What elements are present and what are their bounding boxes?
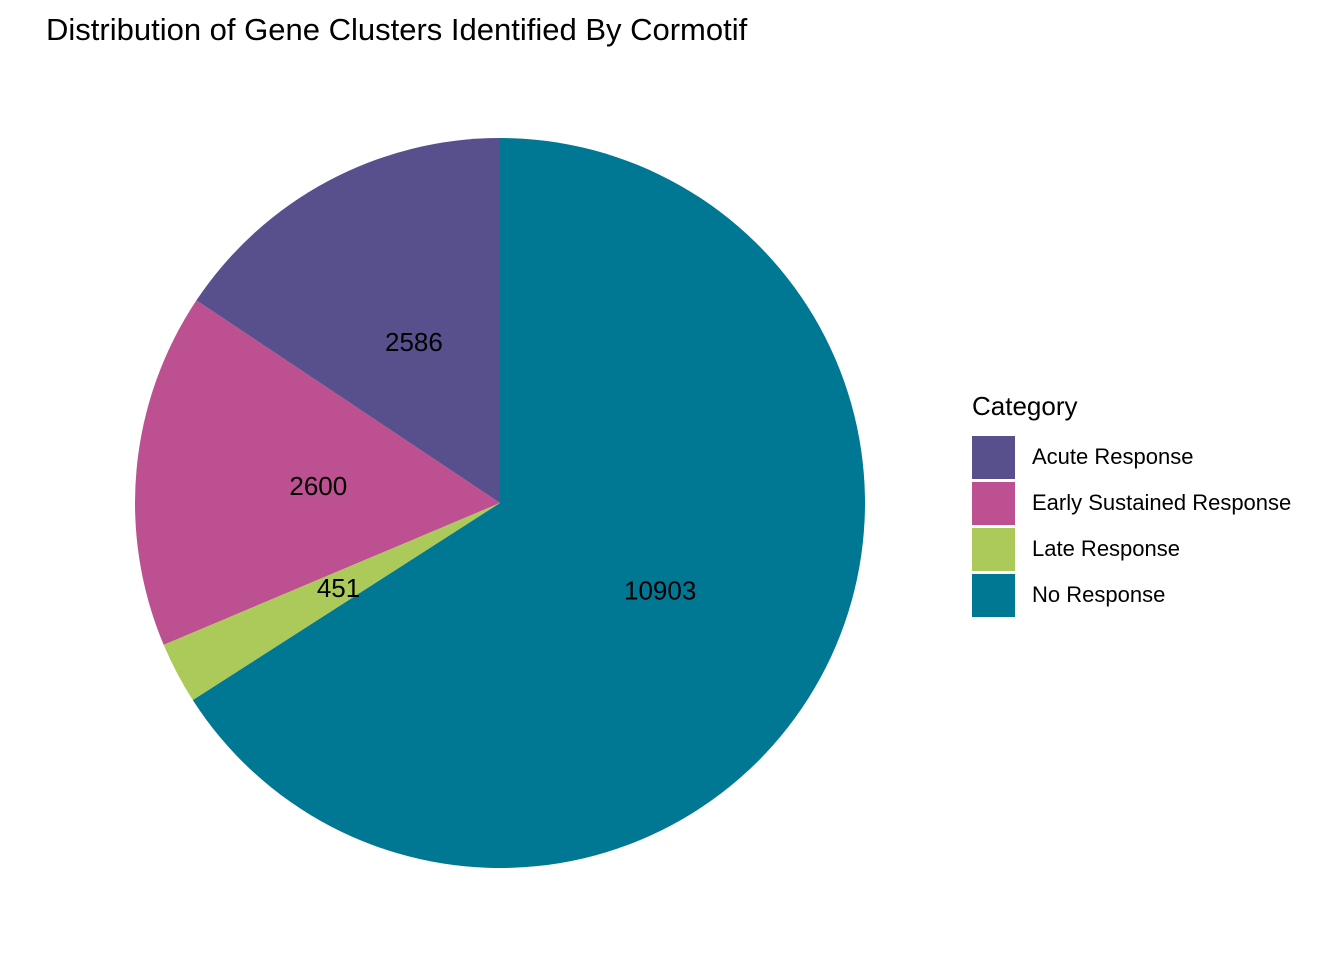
legend: Category Acute Response Early Sustained R… [972,388,1291,618]
pie-slice-acute-response [196,138,500,503]
legend-swatch [972,435,1015,479]
pie-slice-late-response [163,503,500,701]
legend-item-late-response: Late Response [972,526,1291,572]
legend-swatch [972,481,1015,525]
legend-label: Early Sustained Response [1032,490,1292,515]
slice-label-no-response: 10903 [624,576,696,606]
legend-swatch [972,527,1015,571]
chart-title: Distribution of Gene Clusters Identified… [46,12,748,47]
slice-label-late-response: 451 [317,573,360,603]
slice-label-acute-response: 2586 [385,327,443,357]
legend-item-acute-response: Acute Response [972,434,1291,480]
slice-label-early-sustained-response: 2600 [289,471,347,501]
legend-item-no-response: No Response [972,572,1291,618]
legend-label: No Response [1032,582,1166,607]
pie-slice-early-sustained-response [134,300,500,645]
legend-items: Acute Response Early Sustained Response La… [972,434,1291,618]
legend-swatch [972,573,1015,617]
legend-label: Late Response [1032,536,1180,561]
legend-title: Category [972,391,1078,421]
pie-slice-no-response [192,138,866,869]
legend-label: Acute Response [1032,444,1194,469]
legend-item-early-sustained-response: Early Sustained Response [972,480,1291,526]
